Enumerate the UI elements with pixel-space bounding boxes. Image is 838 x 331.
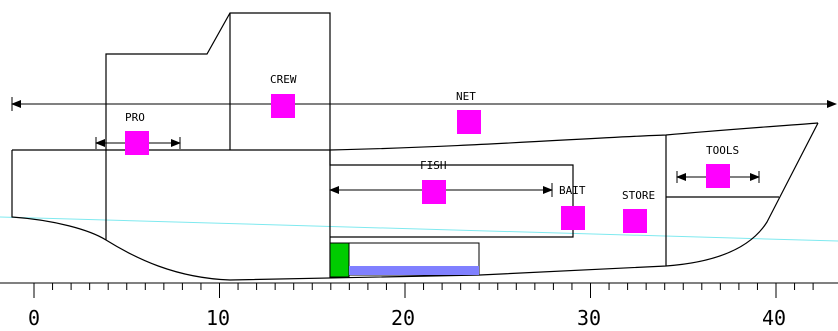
net-label: NET [456, 90, 476, 103]
tools-marker [706, 164, 730, 188]
scale-label-20: 20 [391, 306, 415, 330]
scale-label-0: 0 [28, 306, 40, 330]
bait-marker [561, 206, 585, 230]
crew-label: CREW [270, 73, 297, 86]
bait-label: BAIT [559, 184, 586, 197]
scale-label-30: 30 [577, 306, 601, 330]
hull-outline [11, 122, 819, 281]
pro-marker [125, 131, 149, 155]
waterline [0, 216, 838, 242]
length-scale: 0 10 20 30 40 [0, 282, 838, 330]
deckhouse [105, 12, 331, 240]
tank-green [329, 242, 350, 278]
crew-marker [271, 94, 295, 118]
scale-label-10: 10 [206, 306, 230, 330]
net-marker [457, 110, 481, 134]
tank-blue-fill [349, 266, 479, 275]
fish-label: FISH [420, 159, 447, 172]
tools-label: TOOLS [706, 144, 739, 157]
store-marker [623, 209, 647, 233]
pro-label: PRO [125, 111, 145, 124]
fish-marker [422, 180, 446, 204]
scale-label-40: 40 [762, 306, 786, 330]
store-label: STORE [622, 189, 655, 202]
